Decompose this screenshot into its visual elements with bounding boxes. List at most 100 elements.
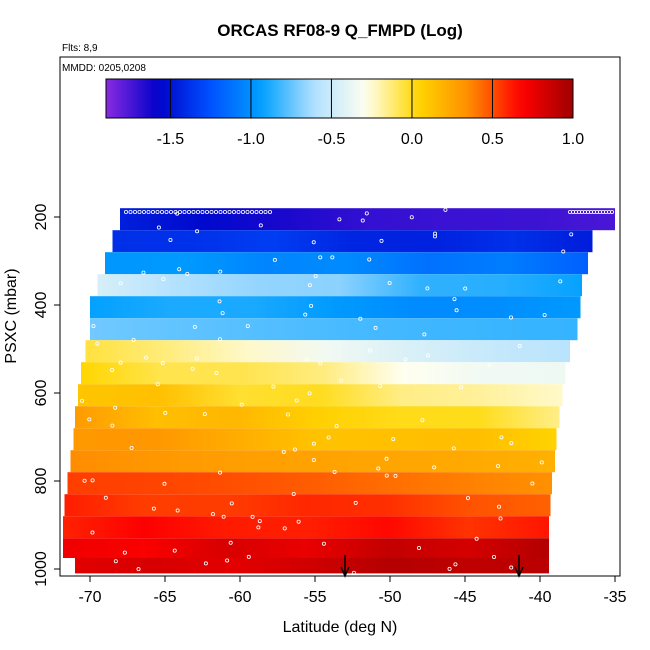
observation-point	[163, 410, 168, 415]
colorbar-tick-label: 0.5	[481, 131, 503, 148]
observation-point	[195, 209, 200, 214]
observation-point	[150, 209, 155, 214]
observation-point	[156, 225, 161, 230]
heatmap-band	[85, 340, 570, 363]
observation-point	[128, 209, 133, 214]
observation-point	[403, 357, 408, 362]
observation-point	[218, 269, 223, 274]
observation-point	[254, 209, 259, 214]
observation-point	[321, 541, 326, 546]
observation-point	[433, 231, 438, 236]
observation-point	[118, 360, 123, 365]
observation-point	[155, 382, 160, 387]
y-tick-label: 400	[33, 292, 50, 319]
observation-point	[499, 435, 504, 440]
observation-point	[509, 565, 514, 570]
observation-point	[141, 270, 146, 275]
x-axis: -70 -65 -60 -55 -50 -45 -40 -35	[78, 576, 627, 606]
observation-points	[80, 207, 615, 575]
colorbar-tick-label: -1.5	[157, 131, 185, 148]
observation-point	[610, 209, 615, 214]
observation-point	[337, 217, 342, 222]
observation-point	[569, 232, 574, 237]
observation-point	[258, 209, 263, 214]
observation-point	[160, 361, 165, 366]
observation-point	[339, 378, 344, 383]
observation-point	[182, 209, 187, 214]
observation-point	[263, 209, 268, 214]
observation-point	[113, 405, 118, 410]
colorbar: -1.5 -1.0 -0.5 0.0 0.5 1.0	[105, 78, 584, 148]
observation-point	[313, 274, 318, 279]
observation-point	[272, 257, 277, 262]
observation-point	[378, 384, 383, 389]
observation-point	[326, 435, 331, 440]
observation-point	[118, 281, 123, 286]
observation-point	[159, 209, 164, 214]
observation-point	[202, 412, 207, 417]
y-tick-label: 800	[33, 468, 50, 495]
observation-point	[422, 332, 427, 337]
observation-point	[282, 526, 287, 531]
observation-point	[379, 238, 384, 243]
flights-note: Flts: 8,9	[62, 43, 98, 54]
observation-point	[227, 209, 232, 214]
observation-point	[367, 257, 372, 262]
observation-point	[307, 283, 312, 288]
observation-point	[137, 209, 142, 214]
observation-point	[218, 470, 223, 475]
observation-point	[110, 368, 115, 373]
observation-point	[240, 209, 245, 214]
observation-point	[194, 356, 199, 361]
observation-point	[213, 209, 218, 214]
heatmap-band	[120, 208, 615, 231]
observation-point	[304, 357, 309, 362]
heatmap-band	[78, 384, 563, 407]
observation-point	[420, 418, 425, 423]
observation-point	[558, 279, 563, 284]
heatmap-band	[97, 274, 582, 297]
heatmap-band	[63, 538, 549, 558]
observation-point	[249, 209, 254, 214]
observation-point	[151, 506, 156, 511]
y-tick-label: 1000	[33, 551, 50, 587]
x-tick-label: -45	[453, 589, 476, 606]
observation-point	[384, 473, 389, 478]
observation-point	[246, 554, 251, 559]
observation-point	[509, 315, 514, 320]
observation-point	[190, 366, 195, 371]
observation-point	[90, 478, 95, 483]
observation-point	[271, 384, 276, 389]
observation-point	[539, 460, 544, 465]
heatmap-bands	[63, 208, 615, 574]
heatmap-band	[90, 318, 578, 341]
observation-point	[376, 466, 381, 471]
observation-point	[210, 512, 215, 517]
observation-point	[368, 348, 373, 353]
x-tick-label: -40	[528, 589, 551, 606]
heatmap-band	[90, 296, 581, 319]
observation-point	[220, 311, 225, 316]
observation-point	[294, 398, 299, 403]
observation-point	[218, 337, 223, 342]
heatmap-band	[81, 362, 566, 385]
observation-point	[209, 209, 214, 214]
observation-point	[245, 209, 250, 214]
observation-point	[443, 207, 448, 212]
observation-point	[200, 209, 205, 214]
observation-point	[307, 391, 312, 396]
observation-point	[95, 341, 100, 346]
observation-point	[330, 255, 335, 260]
plot-frame	[59, 56, 621, 577]
observation-point	[191, 209, 196, 214]
observation-point	[164, 209, 169, 214]
heatmap-band	[75, 558, 549, 574]
observation-point	[358, 316, 363, 321]
colorbar-tick-label: 0.0	[401, 131, 423, 148]
observation-point	[311, 441, 316, 446]
observation-point	[87, 417, 92, 422]
x-tick-label: -50	[378, 589, 401, 606]
observation-point	[258, 223, 263, 228]
heatmap-band	[105, 252, 588, 275]
